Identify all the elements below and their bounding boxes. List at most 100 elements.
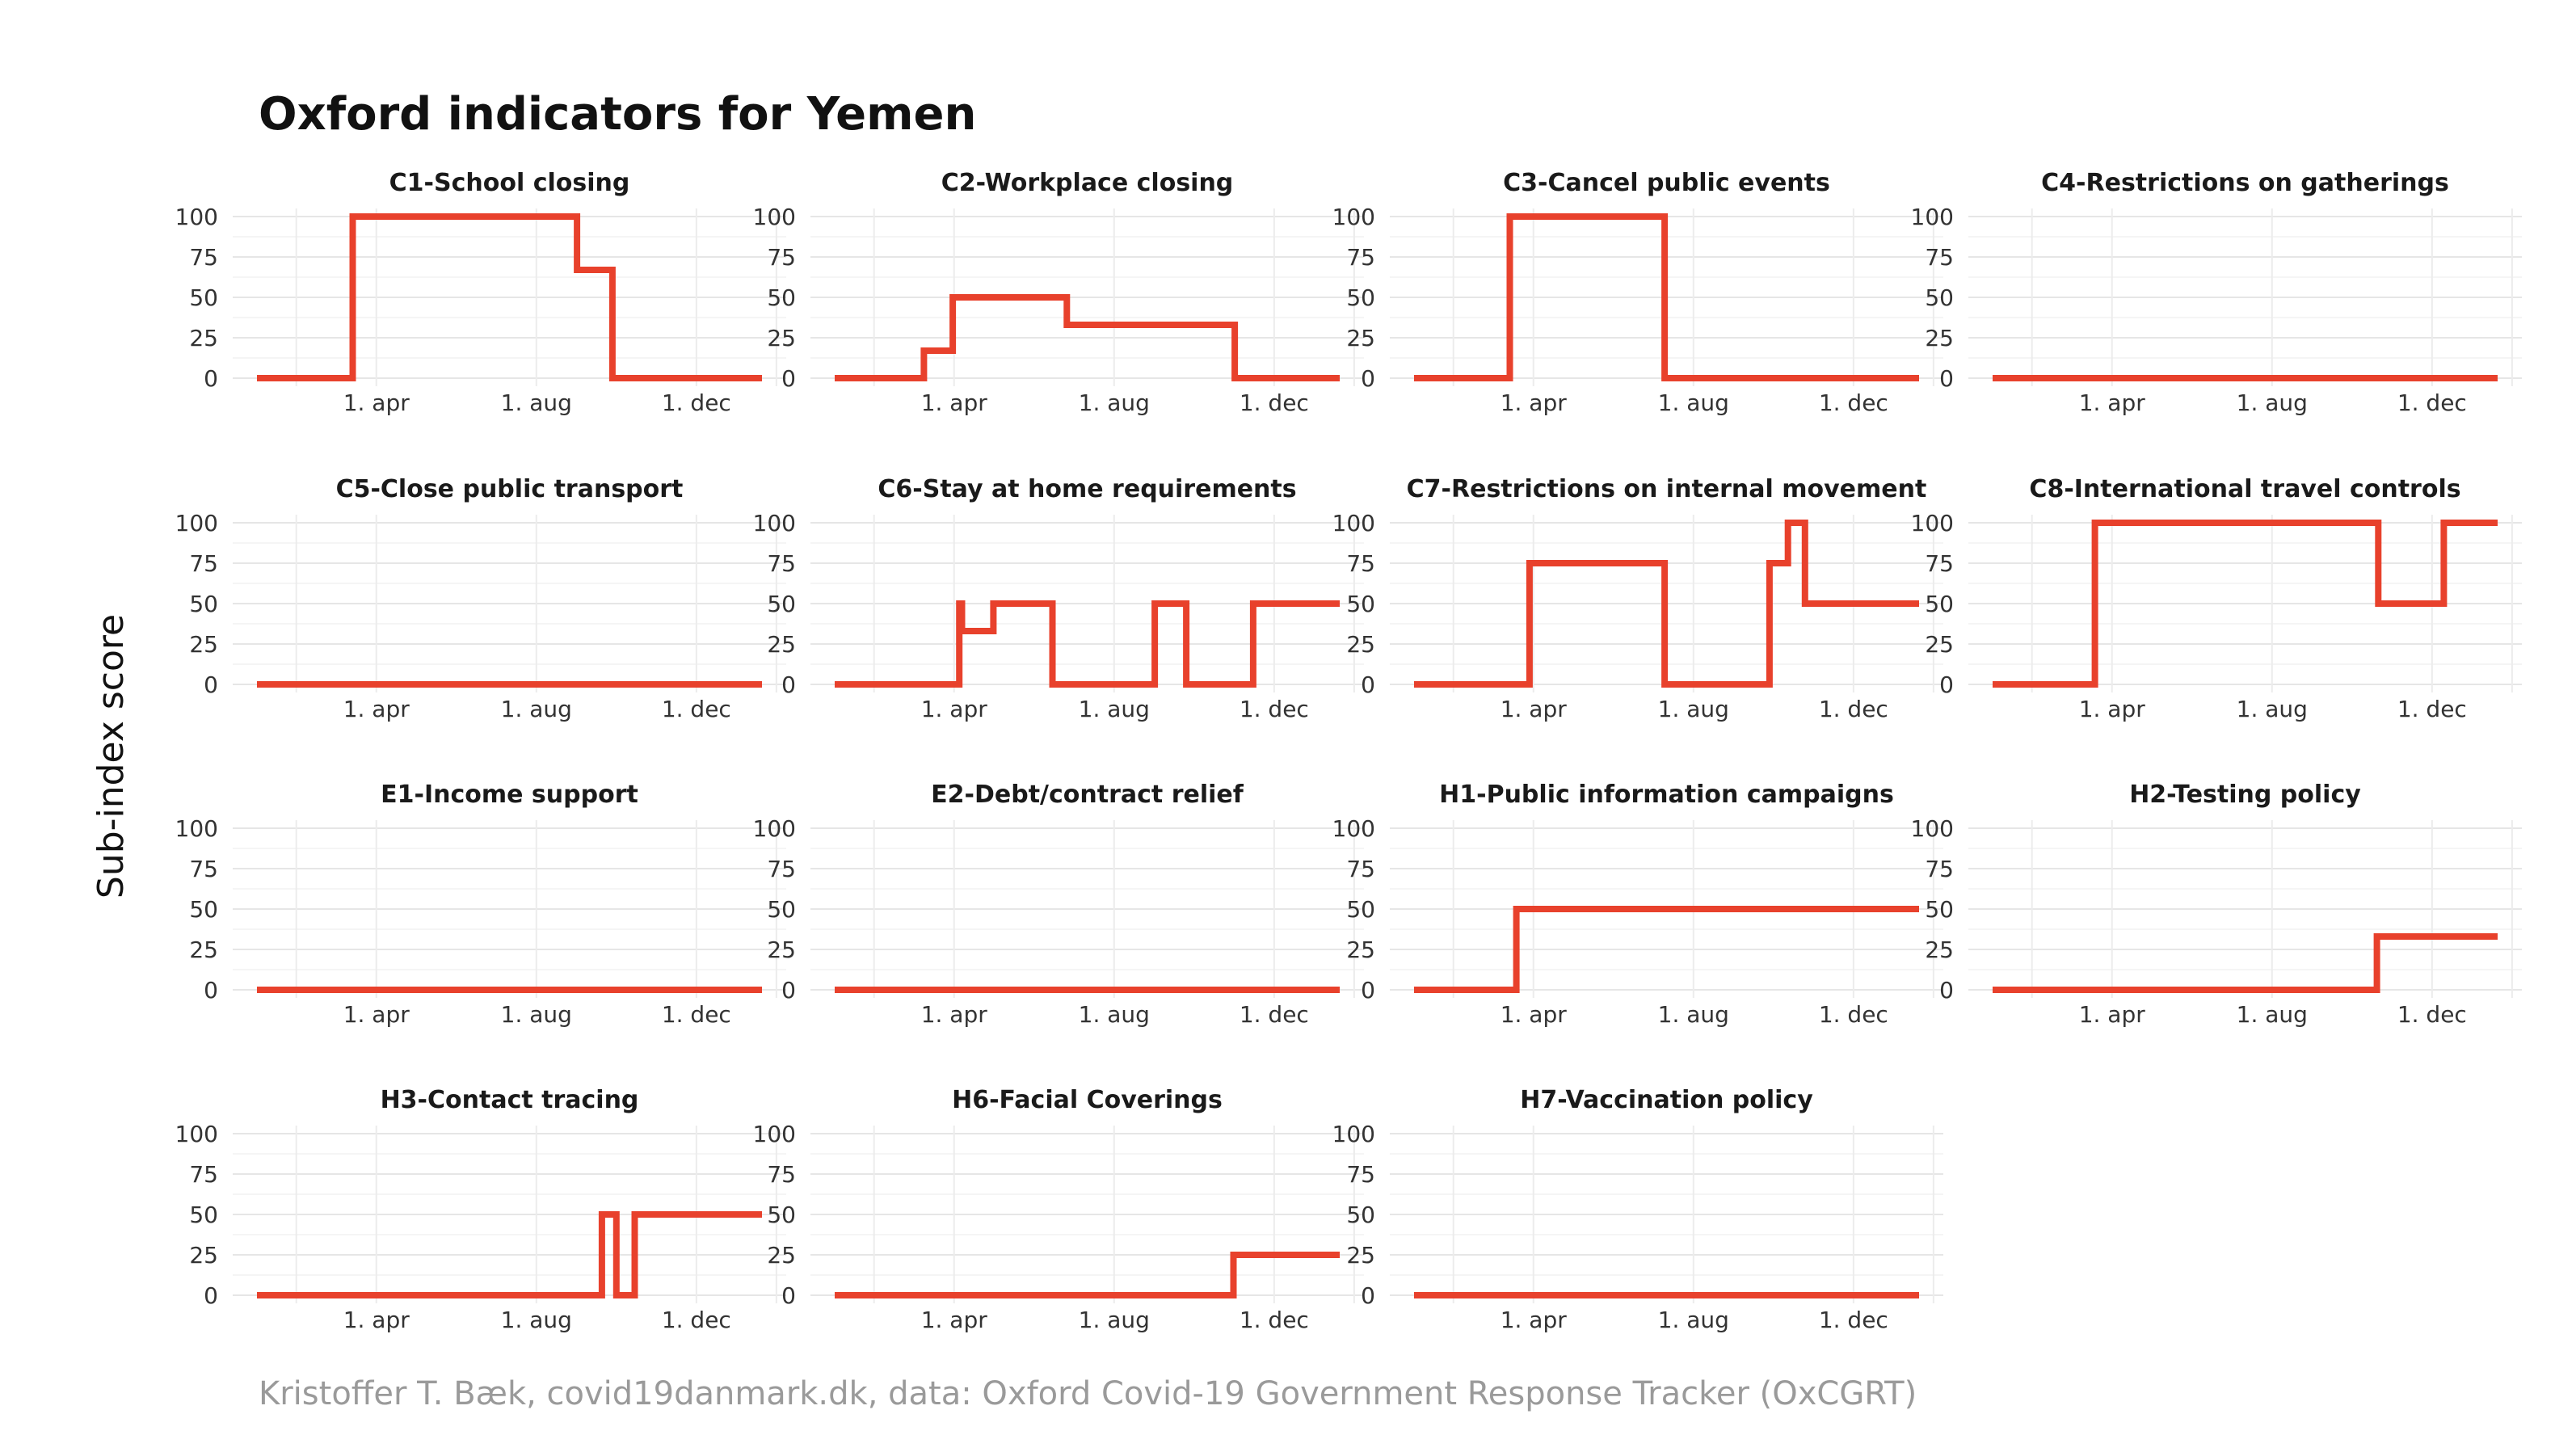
x-tick-label: 1. dec (1819, 1001, 1888, 1028)
x-tick-label: 1. aug (2237, 1001, 2308, 1028)
x-tick-label: 1. dec (662, 696, 731, 722)
x-tick-label: 1. apr (343, 696, 410, 722)
panel: E2-Debt/contract relief 0 25 50 75 100 1. apr 1… (753, 781, 1364, 1028)
y-tick-label: 75 (1346, 550, 1375, 577)
panel-title: H2-Testing policy (2129, 781, 2361, 809)
y-tick-label: 0 (1361, 365, 1375, 392)
y-tick-label: 50 (1925, 896, 1954, 923)
panel: C7-Restrictions on internal movement 0 25 5… (1332, 475, 1943, 722)
panel-grid (233, 820, 786, 998)
panel: H2-Testing policy 0 25 50 75 100 1. apr 1. aug 1… (1911, 781, 2522, 1028)
y-tick-label: 0 (781, 671, 796, 698)
x-tick-label: 1. aug (1658, 389, 1729, 416)
y-tick-label: 0 (781, 1282, 796, 1309)
x-tick-label: 1. apr (921, 696, 988, 722)
panel-grid (810, 208, 1364, 386)
x-tick-label: 1. dec (1819, 1307, 1888, 1333)
panel-title: H1-Public information campaigns (1439, 781, 1894, 809)
y-tick-label: 25 (1925, 325, 1954, 351)
x-tick-label: 1. dec (662, 1307, 731, 1333)
x-tick-label: 1. apr (921, 1001, 988, 1028)
y-tick-label: 50 (767, 896, 796, 923)
y-tick-label: 25 (189, 1242, 218, 1269)
panel: C4-Restrictions on gatherings 0 25 50 75 100 1… (1911, 169, 2522, 416)
y-tick-label: 0 (1939, 977, 1954, 1004)
panel-grid (233, 1126, 786, 1303)
y-tick-label: 50 (1925, 284, 1954, 311)
x-tick-label: 1. aug (1658, 1001, 1729, 1028)
panel: H6-Facial Coverings 0 25 50 75 100 1. apr 1. au… (753, 1086, 1364, 1333)
panel: H1-Public information campaigns 0 25 50 75 10… (1332, 781, 1943, 1028)
y-tick-label: 100 (753, 204, 796, 230)
panel: C6-Stay at home requirements 0 25 50 75 100 1.… (753, 475, 1364, 722)
x-tick-label: 1. aug (1079, 696, 1150, 722)
x-tick-label: 1. apr (2079, 1001, 2146, 1028)
y-tick-label: 50 (767, 1202, 796, 1228)
y-tick-label: 0 (781, 977, 796, 1004)
y-tick-label: 100 (1332, 1121, 1375, 1147)
panel: C3-Cancel public events 0 25 50 75 100 1. apr 1… (1332, 169, 1943, 416)
x-tick-label: 1. apr (1501, 696, 1568, 722)
x-tick-label: 1. aug (2237, 389, 2308, 416)
x-tick-label: 1. apr (1501, 389, 1568, 416)
y-tick-label: 100 (175, 815, 218, 842)
panels-grid: C1-School closing 0 25 50 75 100 1. apr 1. aug 1… (175, 169, 2522, 1333)
x-tick-label: 1. dec (2397, 1001, 2467, 1028)
y-tick-label: 100 (175, 204, 218, 230)
y-tick-label: 0 (204, 977, 218, 1004)
y-tick-label: 75 (1346, 856, 1375, 882)
x-tick-label: 1. aug (501, 696, 572, 722)
x-tick-label: 1. dec (1819, 389, 1888, 416)
x-tick-label: 1. aug (501, 1001, 572, 1028)
y-tick-label: 0 (204, 365, 218, 392)
x-tick-label: 1. dec (2397, 696, 2467, 722)
series-line (1414, 213, 1919, 381)
x-tick-label: 1. dec (1819, 696, 1888, 722)
y-tick-label: 100 (1332, 510, 1375, 537)
x-tick-label: 1. apr (921, 1307, 988, 1333)
x-tick-label: 1. apr (343, 1307, 410, 1333)
panel-title: E1-Income support (381, 781, 638, 809)
y-tick-label: 100 (753, 815, 796, 842)
panel: C2-Workplace closing 0 25 50 75 100 1. apr 1. a… (753, 169, 1364, 416)
y-tick-label: 0 (1361, 1282, 1375, 1309)
y-tick-label: 25 (1346, 936, 1375, 963)
y-tick-label: 100 (753, 1121, 796, 1147)
y-tick-label: 0 (204, 1282, 218, 1309)
panel-grid (1390, 1126, 1943, 1303)
y-tick-label: 100 (1332, 815, 1375, 842)
y-tick-label: 100 (1332, 204, 1375, 230)
y-tick-label: 100 (1911, 510, 1954, 537)
panel-title: C6-Stay at home requirements (878, 475, 1296, 503)
x-tick-label: 1. dec (662, 1001, 731, 1028)
panel-grid (810, 1126, 1364, 1303)
y-tick-label: 25 (767, 1242, 796, 1269)
y-tick-label: 50 (767, 591, 796, 617)
x-tick-label: 1. aug (1079, 1001, 1150, 1028)
y-axis-label: Sub-index score (90, 614, 132, 899)
panel-title: C8-International travel controls (2029, 475, 2460, 503)
y-tick-label: 25 (1925, 631, 1954, 658)
panel-grid (810, 820, 1364, 998)
series-line (1993, 520, 2498, 688)
x-tick-label: 1. aug (2237, 696, 2308, 722)
x-tick-label: 1. dec (1240, 696, 1309, 722)
y-tick-label: 25 (767, 631, 796, 658)
x-tick-label: 1. apr (343, 389, 410, 416)
y-tick-label: 25 (1346, 325, 1375, 351)
chart-caption: Kristoffer T. Bæk, covid19danmark.dk, da… (259, 1375, 1917, 1412)
panel: C8-International travel controls 0 25 50 75 1… (1911, 475, 2522, 722)
y-tick-label: 0 (1939, 671, 1954, 698)
y-tick-label: 75 (1925, 856, 1954, 882)
panel-title: H3-Contact tracing (381, 1086, 639, 1114)
panel-grid (233, 515, 786, 692)
series-line (835, 1252, 1340, 1298)
x-tick-label: 1. apr (921, 389, 988, 416)
x-tick-label: 1. aug (501, 1307, 572, 1333)
y-tick-label: 50 (189, 591, 218, 617)
y-tick-label: 50 (1346, 284, 1375, 311)
y-tick-label: 0 (781, 365, 796, 392)
y-tick-label: 50 (1346, 896, 1375, 923)
y-tick-label: 75 (767, 244, 796, 271)
y-tick-label: 75 (189, 856, 218, 882)
